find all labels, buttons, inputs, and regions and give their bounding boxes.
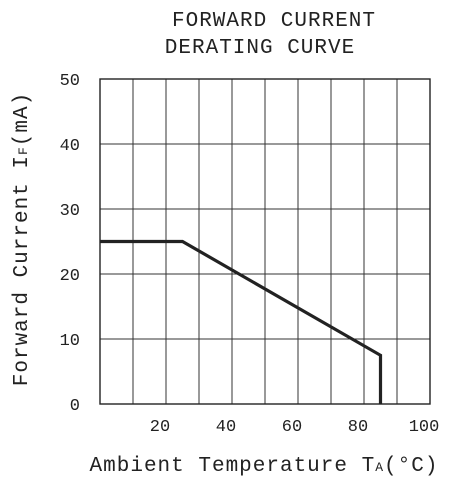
- y-tick-labels: 0 10 20 30 40 50: [60, 72, 80, 416]
- y-tick-label: 0: [70, 397, 80, 416]
- x-tick-label: 80: [348, 418, 368, 437]
- x-axis-label-subscript: A: [375, 460, 384, 475]
- chart-title-line-1: FORWARD CURRENT: [172, 10, 376, 33]
- x-tick-label: 60: [282, 418, 302, 437]
- x-tick-label: 40: [216, 418, 236, 437]
- plot-grid: [99, 78, 431, 405]
- x-axis-label: Ambient Temperature TA(°C): [90, 455, 439, 478]
- y-axis-label-unit: (mA): [11, 92, 34, 146]
- chart-title-line-2: DERATING CURVE: [165, 37, 355, 60]
- y-axis-label-subscript: F: [16, 146, 31, 155]
- y-axis-label-main: Forward Current I: [11, 155, 34, 386]
- y-axis-label: Forward Current IF(mA): [11, 92, 34, 386]
- x-tick-labels: 20 40 60 80 100: [150, 418, 440, 437]
- x-axis-label-unit: (°C): [384, 455, 438, 478]
- y-tick-label: 30: [60, 202, 80, 221]
- x-tick-label: 20: [150, 418, 170, 437]
- y-tick-label: 40: [60, 137, 80, 156]
- x-tick-label: 100: [409, 418, 440, 437]
- derating-curve-line: [100, 239, 383, 404]
- y-tick-label: 20: [60, 267, 80, 286]
- y-tick-label: 50: [60, 72, 80, 91]
- y-tick-label: 10: [60, 332, 80, 351]
- x-axis-label-main: Ambient Temperature T: [90, 455, 376, 478]
